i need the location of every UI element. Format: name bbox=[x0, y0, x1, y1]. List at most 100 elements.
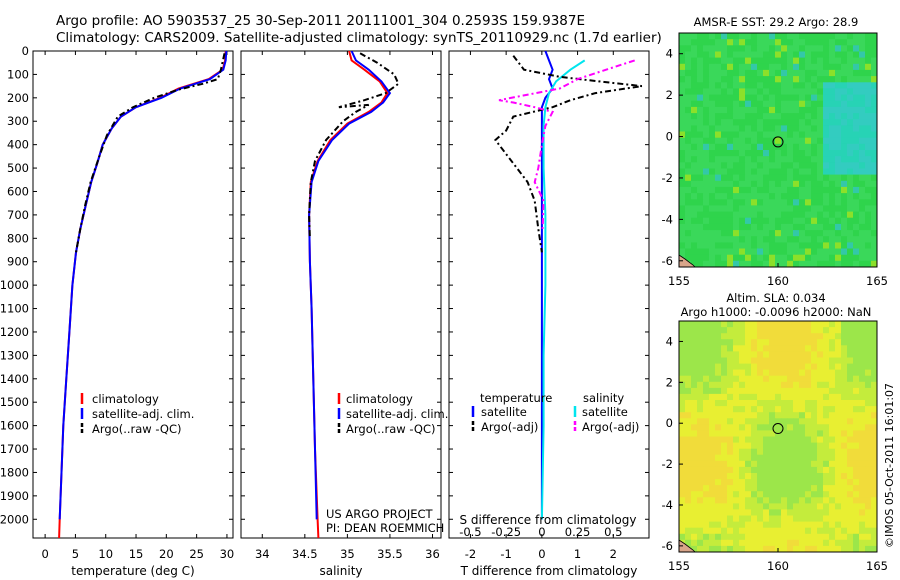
map-cell bbox=[751, 460, 758, 468]
map-cell bbox=[793, 76, 800, 83]
map-cell bbox=[739, 150, 746, 157]
map-cell bbox=[841, 345, 848, 352]
map-cell bbox=[841, 400, 848, 407]
map-cell bbox=[715, 485, 722, 492]
map-cell bbox=[859, 106, 866, 114]
map-cell bbox=[763, 485, 770, 492]
map-cell bbox=[871, 217, 878, 225]
map-cell bbox=[793, 119, 800, 126]
map-cell bbox=[703, 242, 710, 249]
map-cell bbox=[871, 460, 878, 468]
map-cell bbox=[769, 363, 776, 371]
map-cell bbox=[769, 351, 776, 358]
map-cell bbox=[709, 63, 716, 71]
map-cell bbox=[709, 509, 716, 516]
map-cell bbox=[769, 339, 776, 346]
map-cell bbox=[691, 106, 698, 114]
map-cell bbox=[871, 211, 878, 219]
map-cell bbox=[679, 69, 686, 77]
map-cell bbox=[865, 424, 872, 431]
map-cell bbox=[871, 156, 878, 163]
map-cell bbox=[787, 113, 794, 120]
map-cell bbox=[859, 143, 866, 151]
map-cell bbox=[715, 381, 722, 389]
map-cell bbox=[799, 236, 806, 243]
map-cell bbox=[847, 357, 854, 364]
map-cell bbox=[847, 199, 854, 206]
map-cell bbox=[775, 473, 782, 480]
map-cell bbox=[709, 168, 716, 176]
map-cell bbox=[763, 333, 770, 340]
map-cell bbox=[709, 375, 716, 383]
map-cell bbox=[775, 39, 782, 46]
map-cell bbox=[721, 186, 728, 194]
map-cell bbox=[835, 381, 842, 389]
map-cell bbox=[697, 186, 704, 194]
map-cell bbox=[697, 460, 704, 468]
map-cell bbox=[787, 527, 794, 535]
map-cell bbox=[859, 150, 866, 157]
map-cell bbox=[727, 473, 734, 480]
map-cell bbox=[853, 400, 860, 407]
map-cell bbox=[727, 193, 734, 200]
map-cell bbox=[829, 345, 836, 352]
map-cell bbox=[811, 230, 818, 237]
map-cell bbox=[871, 254, 878, 262]
map-cell bbox=[721, 150, 728, 157]
map-cell bbox=[823, 479, 830, 486]
map-cell bbox=[805, 156, 812, 163]
map-cell bbox=[841, 57, 848, 65]
map-cell bbox=[829, 479, 836, 486]
map-cell bbox=[721, 168, 728, 176]
map-cell bbox=[721, 211, 728, 219]
map-cell bbox=[787, 400, 794, 407]
map-cell bbox=[835, 223, 842, 231]
map-cell bbox=[871, 100, 878, 108]
map-cell bbox=[859, 491, 866, 498]
map-cell bbox=[793, 242, 800, 249]
map-cell bbox=[721, 143, 728, 151]
map-cell bbox=[739, 363, 746, 371]
map-cell bbox=[829, 339, 836, 346]
map-cell bbox=[721, 485, 728, 492]
map-cell bbox=[763, 357, 770, 364]
map-cell bbox=[829, 45, 836, 52]
map-cell bbox=[781, 242, 788, 249]
map-cell bbox=[853, 321, 860, 328]
map-cell bbox=[763, 236, 770, 243]
map-cell bbox=[817, 351, 824, 358]
map-cell bbox=[835, 442, 842, 450]
map-cell bbox=[853, 503, 860, 510]
map-cell bbox=[847, 527, 854, 535]
map-cell bbox=[811, 527, 818, 535]
map-cell bbox=[847, 321, 854, 328]
map-cell bbox=[871, 94, 878, 102]
map-cell bbox=[805, 230, 812, 237]
map-cell bbox=[793, 339, 800, 346]
map-cell bbox=[727, 357, 734, 364]
map-cell bbox=[727, 125, 734, 132]
map-cell bbox=[739, 199, 746, 206]
map-cell bbox=[739, 223, 746, 231]
map-cell bbox=[793, 436, 800, 443]
map-cell bbox=[871, 363, 878, 371]
map-cell bbox=[709, 94, 716, 102]
map-cell bbox=[733, 448, 740, 456]
map-cell bbox=[733, 381, 740, 389]
map-cell bbox=[847, 113, 854, 120]
map-cell bbox=[847, 156, 854, 163]
map-cell bbox=[775, 503, 782, 510]
map-cell bbox=[841, 521, 848, 529]
map-cell bbox=[853, 424, 860, 431]
map-cell bbox=[829, 521, 836, 529]
map-cell bbox=[793, 387, 800, 395]
map-cell bbox=[703, 485, 710, 492]
map-cell bbox=[811, 485, 818, 492]
map-cell bbox=[781, 442, 788, 450]
map-cell bbox=[781, 479, 788, 486]
map-cell bbox=[853, 230, 860, 237]
map-cell bbox=[691, 217, 698, 225]
map-cell bbox=[793, 521, 800, 529]
map-cell bbox=[871, 357, 878, 364]
map-cell bbox=[727, 217, 734, 225]
